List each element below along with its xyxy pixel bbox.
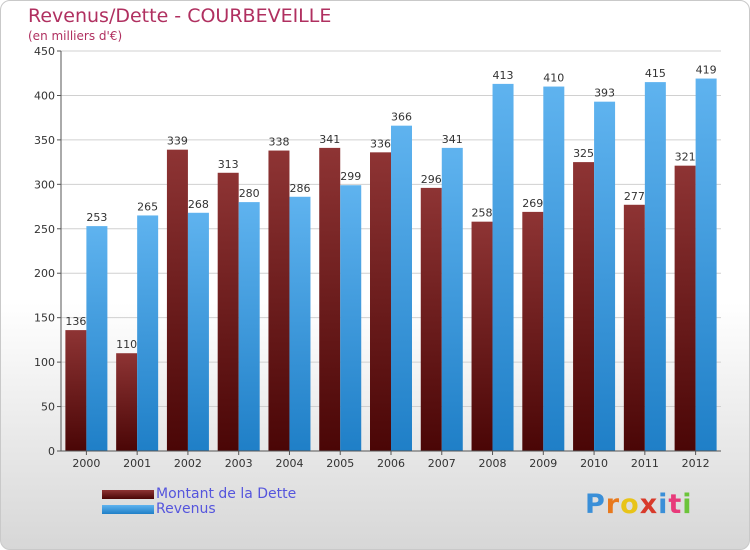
value-label-dette-2008: 258 bbox=[472, 207, 493, 220]
legend-swatch-dette bbox=[102, 490, 154, 499]
bar-dette-2005 bbox=[319, 147, 341, 451]
y-tick-label: 250 bbox=[34, 223, 55, 236]
x-tick-label-2003: 2003 bbox=[225, 457, 253, 470]
bar-revenus-2001 bbox=[137, 215, 159, 451]
value-label-dette-2005: 341 bbox=[319, 133, 340, 146]
legend-swatch-revenus bbox=[102, 505, 154, 514]
logo-letter: i bbox=[658, 489, 669, 520]
value-label-dette-2000: 136 bbox=[65, 315, 86, 328]
value-label-revenus-2002: 268 bbox=[188, 198, 209, 211]
logo-letter: i bbox=[682, 489, 693, 520]
legend-label-dette: Montant de la Dette bbox=[156, 486, 297, 502]
bar-dette-2003 bbox=[217, 172, 239, 451]
bar-dette-2010 bbox=[573, 162, 595, 451]
y-tick-label: 100 bbox=[34, 356, 55, 369]
x-tick-label-2000: 2000 bbox=[72, 457, 100, 470]
y-tick-label: 450 bbox=[34, 45, 55, 58]
logo-letter: r bbox=[605, 489, 621, 520]
value-label-revenus-2007: 341 bbox=[442, 133, 463, 146]
bar-dette-2007 bbox=[420, 187, 442, 451]
y-tick-label: 300 bbox=[34, 178, 55, 191]
value-label-revenus-2005: 299 bbox=[340, 170, 361, 183]
value-label-dette-2001: 110 bbox=[116, 338, 137, 351]
y-tick-label: 400 bbox=[34, 89, 55, 102]
bar-revenus-2012 bbox=[695, 78, 717, 452]
x-tick-label-2005: 2005 bbox=[326, 457, 354, 470]
y-tick-label: 50 bbox=[41, 401, 55, 414]
bar-dette-2006 bbox=[370, 152, 391, 452]
y-tick-label: 0 bbox=[48, 445, 55, 458]
axes: 0 50 100 150 200 250 300 350 400 450 2000 2001 2002 2… bbox=[34, 45, 721, 470]
y-tick-label: 150 bbox=[34, 312, 55, 325]
value-label-revenus-2008: 413 bbox=[493, 69, 514, 82]
x-tick-label-2004: 2004 bbox=[275, 457, 303, 470]
bar-revenus-2005 bbox=[340, 185, 362, 451]
y-tick-label: 200 bbox=[34, 267, 55, 280]
x-tick-label-2011: 2011 bbox=[631, 457, 659, 470]
bar-dette-2000 bbox=[65, 330, 87, 451]
value-label-dette-2010: 325 bbox=[573, 147, 594, 160]
y-tick-label: 350 bbox=[34, 134, 55, 147]
bar-revenus-2011 bbox=[644, 82, 666, 451]
x-tick-label-2007: 2007 bbox=[428, 457, 456, 470]
value-label-revenus-2003: 280 bbox=[239, 187, 260, 200]
legend-label-revenus: Revenus bbox=[156, 501, 216, 517]
x-tick-label-2001: 2001 bbox=[123, 457, 151, 470]
value-label-revenus-2009: 410 bbox=[543, 72, 564, 85]
bar-dette-2001 bbox=[116, 353, 138, 451]
value-label-revenus-2010: 393 bbox=[594, 87, 615, 100]
bar-dette-2002 bbox=[166, 149, 188, 451]
logo-letter: t bbox=[668, 489, 683, 520]
x-tick-label-2002: 2002 bbox=[174, 457, 202, 470]
bar-revenus-2004 bbox=[289, 196, 311, 451]
bar-dette-2012 bbox=[674, 165, 696, 451]
value-labels: 1362531102653392683132803382863412993363… bbox=[65, 64, 716, 352]
value-label-revenus-2012: 419 bbox=[696, 64, 717, 77]
value-label-dette-2007: 296 bbox=[421, 173, 442, 186]
value-label-dette-2012: 321 bbox=[675, 151, 696, 164]
value-label-dette-2009: 269 bbox=[522, 197, 543, 210]
value-label-dette-2006: 336 bbox=[370, 137, 391, 150]
value-label-revenus-2000: 253 bbox=[86, 211, 107, 224]
value-label-revenus-2006: 366 bbox=[391, 111, 412, 124]
bar-dette-2004 bbox=[268, 150, 290, 452]
value-label-revenus-2001: 265 bbox=[137, 200, 158, 213]
value-label-dette-2004: 338 bbox=[268, 136, 289, 149]
logo-letter: o bbox=[620, 489, 640, 520]
bar-revenus-2009 bbox=[543, 86, 565, 452]
logo-letter: x bbox=[639, 489, 659, 520]
x-tick-label-2009: 2009 bbox=[529, 457, 557, 470]
value-label-dette-2002: 339 bbox=[167, 135, 188, 148]
value-label-dette-2003: 313 bbox=[218, 158, 239, 171]
bars bbox=[65, 78, 717, 452]
x-tick-label-2006: 2006 bbox=[377, 457, 405, 470]
bar-dette-2008 bbox=[471, 221, 493, 451]
bar-revenus-2002 bbox=[187, 212, 209, 451]
bar-revenus-2000 bbox=[86, 226, 108, 451]
bar-revenus-2006 bbox=[391, 125, 412, 452]
chart-title: Revenus/Dette - COURBEVEILLE bbox=[28, 5, 332, 27]
bar-dette-2009 bbox=[522, 211, 544, 451]
bar-revenus-2007 bbox=[441, 147, 463, 451]
logo-letter: P bbox=[585, 489, 606, 520]
bar-revenus-2008 bbox=[492, 83, 514, 451]
bar-revenus-2003 bbox=[238, 202, 260, 451]
chart-subtitle: (en milliers d'€) bbox=[28, 29, 123, 43]
value-label-revenus-2011: 415 bbox=[645, 67, 666, 80]
bar-dette-2011 bbox=[623, 204, 645, 451]
value-label-dette-2011: 277 bbox=[624, 190, 645, 203]
x-tick-label-2010: 2010 bbox=[580, 457, 608, 470]
x-tick-label-2012: 2012 bbox=[682, 457, 710, 470]
x-tick-label-2008: 2008 bbox=[479, 457, 507, 470]
value-label-revenus-2004: 286 bbox=[289, 182, 310, 195]
proxiti-logo: Proxiti bbox=[585, 489, 693, 520]
bar-revenus-2010 bbox=[594, 101, 616, 452]
